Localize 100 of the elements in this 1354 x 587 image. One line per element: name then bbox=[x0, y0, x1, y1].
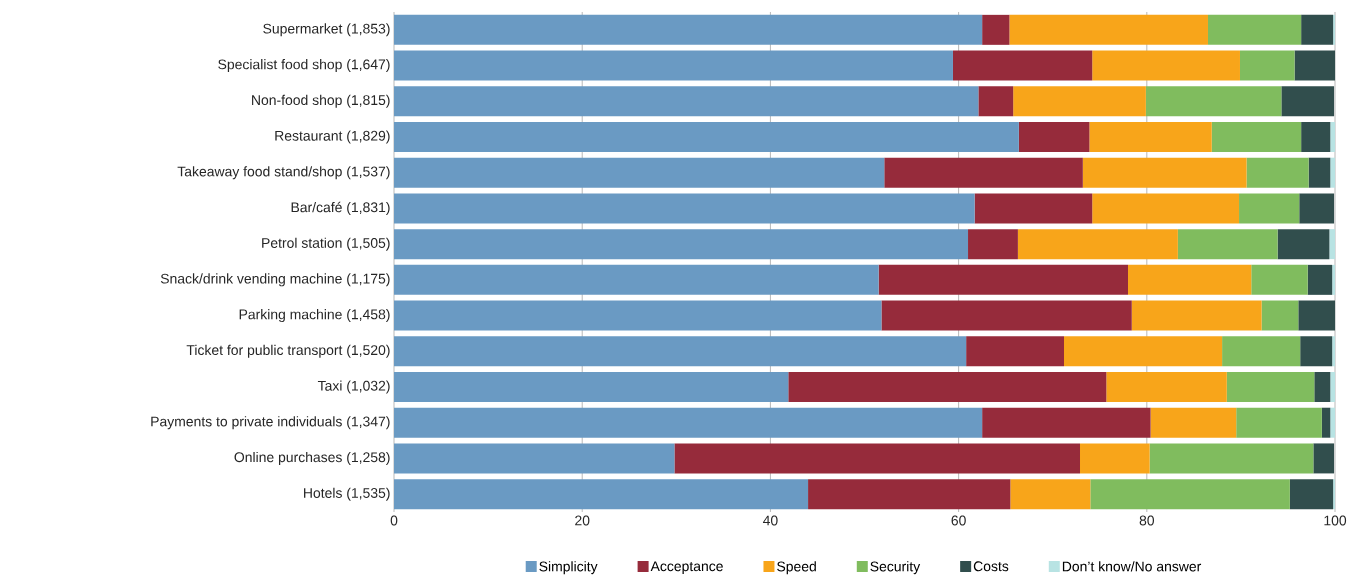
bar bbox=[1299, 193, 1335, 224]
x-tick-label: 80 bbox=[1139, 515, 1155, 526]
bar bbox=[394, 443, 675, 474]
x-tick-label: 60 bbox=[951, 515, 966, 526]
bar bbox=[1330, 371, 1336, 402]
bar bbox=[788, 371, 1107, 402]
bar bbox=[394, 264, 879, 295]
bar bbox=[1017, 229, 1178, 260]
bar bbox=[1239, 50, 1295, 81]
bar bbox=[1308, 157, 1331, 188]
bar bbox=[1301, 121, 1331, 152]
bar bbox=[968, 229, 1018, 260]
bar bbox=[1289, 479, 1334, 510]
bar bbox=[1301, 14, 1334, 45]
bar bbox=[394, 407, 983, 438]
bar bbox=[1145, 86, 1282, 117]
bar bbox=[1330, 157, 1336, 188]
y-tick-label: Bar/café (1,831) bbox=[291, 201, 390, 215]
bar bbox=[1018, 121, 1090, 152]
bar bbox=[1330, 121, 1336, 152]
bar bbox=[394, 86, 979, 117]
bar bbox=[1009, 14, 1208, 45]
bar bbox=[1089, 121, 1212, 152]
bar bbox=[1226, 371, 1315, 402]
bar bbox=[1307, 264, 1333, 295]
x-tick-label: 40 bbox=[762, 515, 778, 526]
legend-label: Simplicity bbox=[539, 561, 598, 575]
bar bbox=[394, 121, 1019, 152]
bar bbox=[1236, 407, 1322, 438]
y-tick-label: Online purchases (1,258) bbox=[234, 451, 390, 465]
bar bbox=[1239, 193, 1300, 224]
bar bbox=[1149, 443, 1314, 474]
bar bbox=[881, 300, 1132, 331]
bar bbox=[1300, 336, 1333, 367]
bar bbox=[982, 14, 1010, 45]
y-tick-label: Hotels (1,535) bbox=[304, 487, 390, 501]
bar bbox=[394, 50, 953, 81]
bar bbox=[1177, 229, 1278, 260]
bar bbox=[878, 264, 1128, 295]
y-tick-label: Petrol station (1,505) bbox=[262, 237, 390, 251]
bar bbox=[1332, 336, 1336, 367]
bar bbox=[1294, 50, 1336, 81]
bar bbox=[394, 371, 789, 402]
bar bbox=[978, 86, 1014, 117]
bar bbox=[1251, 264, 1308, 295]
legend-label: Speed bbox=[777, 561, 816, 575]
y-tick-label: Parking machine (1,458) bbox=[239, 309, 390, 323]
bar bbox=[1330, 407, 1336, 438]
x-tick-label: 20 bbox=[575, 515, 590, 526]
y-tick-label: Supermarket (1,853) bbox=[263, 23, 390, 37]
y-tick-label: Takeaway food stand/shop (1,537) bbox=[177, 166, 390, 180]
y-tick-label: Specialist food shop (1,647) bbox=[218, 59, 390, 73]
y-tick-label: Ticket for public transport (1,520) bbox=[186, 344, 390, 358]
bar bbox=[1064, 336, 1223, 367]
bar bbox=[974, 193, 1093, 224]
bar bbox=[674, 443, 1081, 474]
bar bbox=[1150, 407, 1237, 438]
x-tick-label: 0 bbox=[390, 515, 398, 526]
bar bbox=[394, 336, 967, 367]
y-tick-label: Snack/drink vending machine (1,175) bbox=[160, 273, 390, 287]
bar bbox=[1013, 86, 1146, 117]
legend-label: Acceptance bbox=[650, 561, 723, 574]
bar bbox=[1010, 479, 1091, 510]
bar bbox=[394, 300, 882, 331]
bar bbox=[1314, 371, 1331, 402]
x-tick-label: 100 bbox=[1324, 515, 1347, 526]
bar bbox=[1329, 229, 1336, 260]
legend-label: Costs bbox=[973, 561, 1009, 572]
bar bbox=[1298, 300, 1336, 331]
bar bbox=[884, 157, 1083, 188]
bar bbox=[1082, 157, 1247, 188]
bar bbox=[1261, 300, 1299, 331]
bar bbox=[1127, 264, 1252, 295]
bar bbox=[394, 14, 983, 45]
legend-label: Don’t know/No answer bbox=[1062, 561, 1202, 572]
y-tick-label: Restaurant (1,829) bbox=[275, 130, 390, 144]
bar bbox=[1281, 86, 1335, 117]
bar bbox=[952, 50, 1093, 81]
bar bbox=[1277, 229, 1330, 260]
bar bbox=[1092, 193, 1240, 224]
bar bbox=[966, 336, 1065, 367]
bar bbox=[1106, 371, 1227, 402]
bar bbox=[1222, 336, 1301, 367]
bar bbox=[1092, 50, 1240, 81]
legend-label: Security bbox=[870, 561, 921, 575]
bar bbox=[1207, 14, 1302, 45]
bar bbox=[394, 193, 975, 224]
bar bbox=[394, 157, 885, 188]
bar bbox=[1321, 407, 1331, 438]
bar bbox=[1131, 300, 1262, 331]
bar bbox=[394, 229, 969, 260]
bar bbox=[1090, 479, 1290, 510]
y-tick-label: Payments to private individuals (1,347) bbox=[151, 416, 390, 430]
y-tick-label: Taxi (1,032) bbox=[317, 380, 390, 394]
bar bbox=[1211, 121, 1302, 152]
bar bbox=[1246, 157, 1309, 188]
y-tick-label: Non-food shop (1,815) bbox=[252, 94, 390, 108]
bar bbox=[394, 479, 809, 510]
bar bbox=[1080, 443, 1150, 474]
bar bbox=[808, 479, 1011, 510]
